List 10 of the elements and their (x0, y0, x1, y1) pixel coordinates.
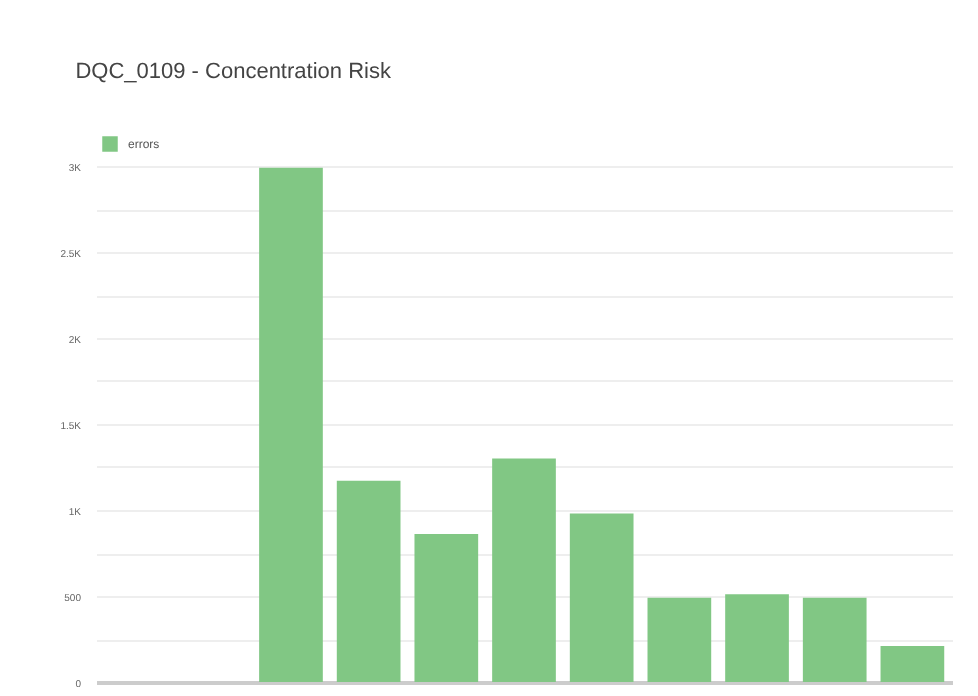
bar (336, 480, 401, 682)
bar (492, 458, 556, 682)
bar (414, 534, 479, 682)
bar (880, 645, 945, 682)
bar (647, 597, 712, 682)
bar (725, 594, 789, 682)
chart-title: DQC_0109 - Concentration Risk (75, 60, 392, 84)
bar (259, 167, 323, 682)
bar (802, 597, 867, 682)
bar (569, 513, 634, 682)
